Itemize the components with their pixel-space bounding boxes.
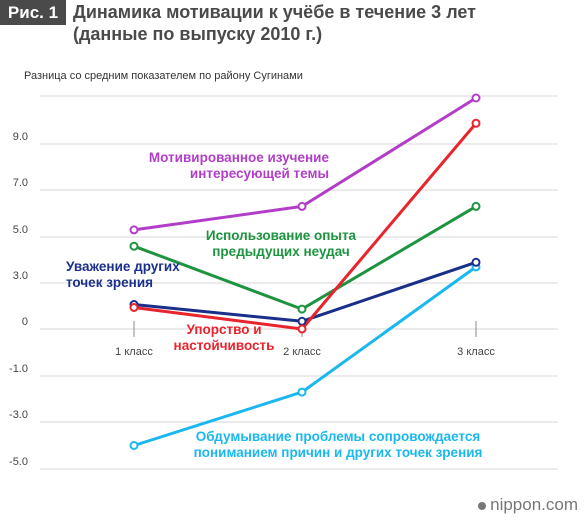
- data-point: [129, 441, 139, 450]
- series-label: Использование опыта: [206, 228, 357, 243]
- chart-title-line2: (данные по выпуску 2010 г.): [73, 24, 323, 44]
- x-tick-label: 2 класс: [283, 346, 321, 358]
- watermark-text: nippon.com: [490, 495, 578, 514]
- y-tick-label: 3.0: [13, 270, 28, 282]
- watermark: nippon.com: [478, 495, 578, 515]
- series-label: Обдумывание проблемы сопровождается: [196, 429, 480, 444]
- data-point: [471, 93, 481, 103]
- x-tick-label: 1 класс: [115, 346, 153, 358]
- series-label: пониманием причин и других точек зрения: [194, 445, 483, 460]
- watermark-dot-icon: [478, 501, 487, 510]
- data-point: [129, 225, 139, 235]
- data-point: [297, 304, 307, 314]
- y-tick-label: 7.0: [13, 177, 28, 189]
- chart-title: Динамика мотивации к учёбе в течение 3 л…: [73, 1, 476, 45]
- data-point: [297, 387, 307, 397]
- data-point: [471, 201, 481, 211]
- data-point: [129, 241, 139, 251]
- series-label: Уважение других: [66, 259, 180, 274]
- series-label: интересующей темы: [190, 166, 329, 181]
- series-label: Мотивированное изучение: [149, 150, 330, 165]
- y-axis-label: Разница со средним показателем по району…: [24, 70, 303, 82]
- series-label: Упорство и: [186, 322, 261, 337]
- y-tick-label: 9.0: [13, 131, 28, 143]
- series-label: точек зрения: [66, 275, 153, 290]
- y-tick-label: 5.0: [13, 224, 28, 236]
- y-tick-label: -5.0: [9, 456, 28, 468]
- data-point: [297, 201, 307, 211]
- figure-badge: Рис. 1: [0, 0, 66, 25]
- data-point: [471, 118, 481, 128]
- x-tick-label: 3 класс: [457, 346, 495, 358]
- y-tick-label: 0: [22, 316, 28, 328]
- y-tick-label: -1.0: [9, 363, 28, 375]
- data-point: [297, 324, 307, 334]
- data-point: [297, 316, 307, 326]
- series-label: предыдущих неудач: [212, 244, 349, 259]
- data-point: [129, 303, 139, 312]
- y-tick-label: -3.0: [9, 409, 28, 421]
- data-point: [471, 257, 481, 267]
- chart-title-line1: Динамика мотивации к учёбе в течение 3 л…: [73, 2, 476, 22]
- series-label: настойчивость: [174, 338, 275, 353]
